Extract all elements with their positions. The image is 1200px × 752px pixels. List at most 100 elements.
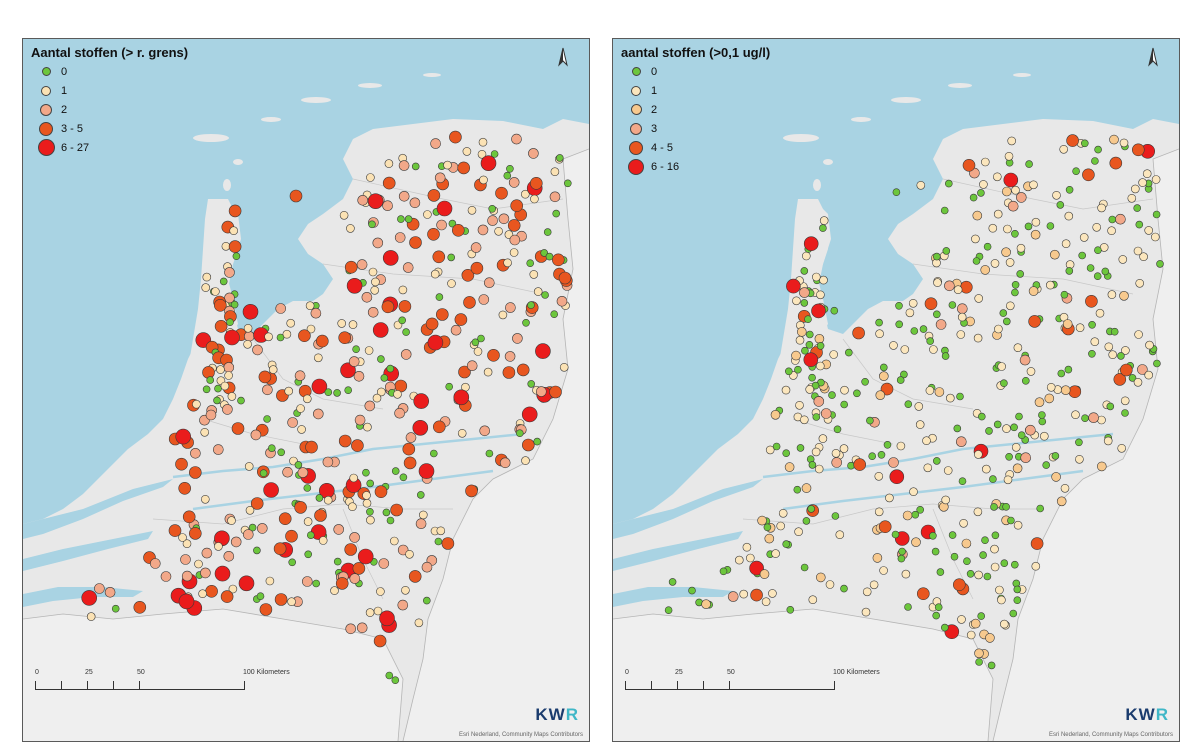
- station-marker[interactable]: [802, 251, 811, 261]
- station-marker[interactable]: [175, 428, 191, 445]
- station-marker[interactable]: [1062, 319, 1073, 329]
- station-marker[interactable]: [1092, 223, 1102, 232]
- station-marker[interactable]: [916, 587, 930, 601]
- station-marker[interactable]: [1013, 343, 1023, 353]
- station-marker[interactable]: [786, 278, 801, 294]
- station-marker[interactable]: [1094, 145, 1102, 154]
- station-marker[interactable]: [220, 590, 234, 603]
- station-marker[interactable]: [463, 296, 476, 309]
- station-marker[interactable]: [786, 605, 795, 614]
- station-marker[interactable]: [1120, 396, 1130, 406]
- station-marker[interactable]: [213, 396, 221, 405]
- station-marker[interactable]: [973, 333, 983, 343]
- station-marker[interactable]: [874, 471, 884, 481]
- station-marker[interactable]: [1152, 210, 1161, 219]
- station-marker[interactable]: [287, 417, 298, 428]
- station-marker[interactable]: [348, 320, 358, 329]
- station-marker[interactable]: [919, 325, 928, 333]
- station-marker[interactable]: [429, 449, 438, 458]
- station-marker[interactable]: [303, 484, 312, 492]
- station-marker[interactable]: [1060, 483, 1070, 493]
- station-marker[interactable]: [413, 393, 430, 409]
- station-marker[interactable]: [198, 589, 207, 599]
- station-marker[interactable]: [763, 523, 772, 532]
- station-marker[interactable]: [352, 562, 366, 575]
- station-marker[interactable]: [816, 572, 826, 583]
- station-marker[interactable]: [997, 595, 1006, 605]
- station-marker[interactable]: [961, 538, 972, 549]
- station-marker[interactable]: [1088, 349, 1096, 358]
- station-marker[interactable]: [1109, 134, 1119, 145]
- station-marker[interactable]: [816, 341, 825, 350]
- station-marker[interactable]: [897, 554, 906, 563]
- station-marker[interactable]: [962, 159, 976, 172]
- station-marker[interactable]: [990, 259, 1000, 268]
- station-marker[interactable]: [205, 584, 218, 598]
- station-marker[interactable]: [379, 610, 395, 627]
- station-marker[interactable]: [190, 447, 201, 459]
- station-marker[interactable]: [224, 329, 240, 346]
- station-marker[interactable]: [502, 366, 516, 379]
- station-marker[interactable]: [1028, 286, 1039, 296]
- station-marker[interactable]: [963, 557, 971, 566]
- station-marker[interactable]: [306, 531, 315, 540]
- station-marker[interactable]: [430, 269, 440, 279]
- station-marker[interactable]: [515, 429, 524, 438]
- station-marker[interactable]: [201, 494, 210, 504]
- station-marker[interactable]: [376, 387, 386, 397]
- station-marker[interactable]: [805, 340, 814, 349]
- station-marker[interactable]: [975, 658, 983, 666]
- station-marker[interactable]: [1028, 315, 1041, 328]
- station-marker[interactable]: [985, 427, 993, 435]
- station-marker[interactable]: [512, 333, 523, 344]
- station-marker[interactable]: [354, 414, 366, 426]
- station-marker[interactable]: [813, 396, 825, 407]
- station-marker[interactable]: [402, 328, 410, 336]
- station-marker[interactable]: [414, 618, 424, 628]
- station-marker[interactable]: [950, 552, 959, 561]
- station-marker[interactable]: [477, 150, 487, 159]
- station-marker[interactable]: [800, 415, 809, 425]
- station-marker[interactable]: [189, 466, 202, 479]
- station-marker[interactable]: [551, 253, 565, 267]
- station-marker[interactable]: [816, 361, 825, 371]
- station-marker[interactable]: [556, 295, 568, 307]
- station-marker[interactable]: [389, 536, 399, 546]
- station-marker[interactable]: [509, 234, 521, 246]
- station-marker[interactable]: [451, 224, 465, 237]
- station-marker[interactable]: [541, 291, 549, 299]
- station-marker[interactable]: [1117, 352, 1125, 360]
- station-marker[interactable]: [477, 334, 485, 343]
- station-marker[interactable]: [1119, 138, 1129, 148]
- station-marker[interactable]: [974, 294, 984, 303]
- station-marker[interactable]: [150, 558, 161, 569]
- station-marker[interactable]: [983, 242, 992, 251]
- station-marker[interactable]: [1107, 290, 1117, 299]
- station-marker[interactable]: [213, 444, 224, 455]
- station-marker[interactable]: [880, 382, 894, 396]
- station-marker[interactable]: [793, 485, 802, 494]
- station-marker[interactable]: [1024, 222, 1033, 231]
- station-marker[interactable]: [776, 521, 785, 531]
- station-marker[interactable]: [830, 306, 839, 315]
- station-marker[interactable]: [365, 608, 375, 617]
- station-marker[interactable]: [178, 593, 195, 610]
- station-marker[interactable]: [990, 544, 999, 554]
- station-marker[interactable]: [535, 386, 547, 397]
- station-marker[interactable]: [956, 330, 966, 339]
- station-marker[interactable]: [1003, 224, 1012, 234]
- station-marker[interactable]: [382, 508, 391, 517]
- station-marker[interactable]: [1113, 373, 1127, 386]
- station-marker[interactable]: [552, 209, 561, 218]
- station-marker[interactable]: [466, 360, 478, 372]
- station-marker[interactable]: [915, 420, 925, 429]
- station-marker[interactable]: [941, 495, 951, 505]
- station-marker[interactable]: [1130, 184, 1140, 194]
- station-marker[interactable]: [200, 427, 209, 437]
- station-marker[interactable]: [1150, 232, 1160, 242]
- station-marker[interactable]: [861, 607, 871, 617]
- station-marker[interactable]: [825, 580, 835, 589]
- station-marker[interactable]: [382, 176, 396, 190]
- station-marker[interactable]: [545, 252, 554, 261]
- map-panel-right[interactable]: aantal stoffen (>0,1 ug/l) 0 1 2 3 4 - 5 6 - …: [612, 38, 1180, 742]
